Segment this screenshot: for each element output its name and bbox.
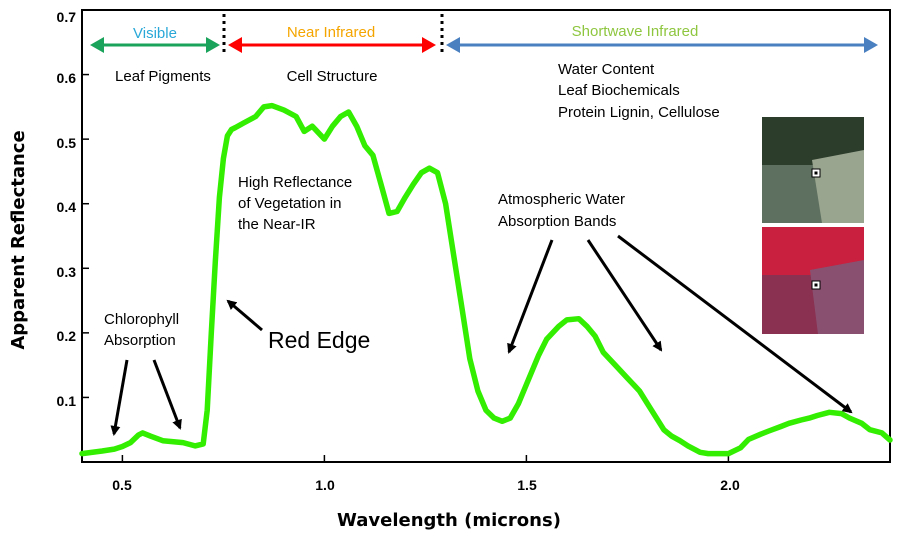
- y-tick-label: 0.2: [57, 328, 77, 344]
- annotation-arrow-chlorophyll-2: [152, 359, 182, 430]
- y-tick-label: 0.3: [57, 264, 77, 280]
- aerial-true-color-image: [762, 117, 864, 223]
- annotation-red-edge: Red Edge: [268, 327, 370, 353]
- y-tick-label: 0.1: [57, 393, 77, 409]
- region-desc-protein-lignin: Protein Lignin, Cellulose: [558, 104, 720, 121]
- annotation-arrow-water-3: [617, 234, 853, 414]
- region-label-near-infrared: Near Infrared: [287, 24, 375, 41]
- y-tick-label: 0.7: [57, 9, 77, 25]
- annotation-arrow-water-2: [586, 239, 663, 352]
- annotation-water-bands-line1: Atmospheric Water: [498, 191, 625, 208]
- annotation-water-bands-line2: Absorption Bands: [498, 213, 616, 230]
- annotation-high-reflectance-line1: High Reflectance: [238, 174, 352, 191]
- y-tick-label: 0.5: [57, 135, 77, 151]
- x-tick-label: 1.5: [517, 477, 537, 493]
- annotation-high-reflectance-line2: of Vegetation in: [238, 195, 341, 212]
- x-tick-label: 2.0: [720, 477, 740, 493]
- x-axis-label: Wavelength (microns): [337, 510, 561, 531]
- region-desc-cell-structure: Cell Structure: [287, 68, 378, 85]
- region-desc-water-content: Water Content: [558, 61, 655, 78]
- arrow-visible: [90, 37, 220, 53]
- x-tick-label: 0.5: [112, 477, 132, 493]
- x-tick-label: 1.0: [315, 477, 335, 493]
- y-tick-label: 0.6: [57, 70, 77, 86]
- annotation-chlorophyll-line1: Chlorophyll: [104, 311, 179, 328]
- arrow-swir: [446, 37, 878, 53]
- y-axis-label: Apparent Reflectance: [8, 130, 29, 349]
- x-tick-labels: 0.5 1.0 1.5 2.0: [112, 477, 740, 493]
- annotation-arrow-chlorophyll-1: [110, 359, 129, 436]
- region-desc-leaf-pigments: Leaf Pigments: [115, 68, 211, 85]
- annotation-arrow-water-1: [507, 239, 554, 354]
- y-tick-label: 0.4: [57, 199, 77, 215]
- plot-area: [81, 9, 891, 463]
- y-tick-labels: 0.1 0.2 0.3 0.4 0.5 0.6 0.7: [57, 9, 77, 409]
- region-label-shortwave-infrared: Shortwave Infrared: [572, 23, 699, 40]
- region-desc-leaf-biochemicals: Leaf Biochemicals: [558, 82, 680, 99]
- annotation-arrow-red-edge: [226, 299, 263, 332]
- aerial-false-color-image: [762, 227, 864, 334]
- region-label-visible: Visible: [133, 25, 177, 42]
- reflectance-curve: [79, 102, 893, 457]
- annotation-high-reflectance-line3: the Near-IR: [238, 216, 316, 233]
- annotation-chlorophyll-line2: Absorption: [104, 332, 176, 349]
- arrow-nir: [228, 37, 436, 53]
